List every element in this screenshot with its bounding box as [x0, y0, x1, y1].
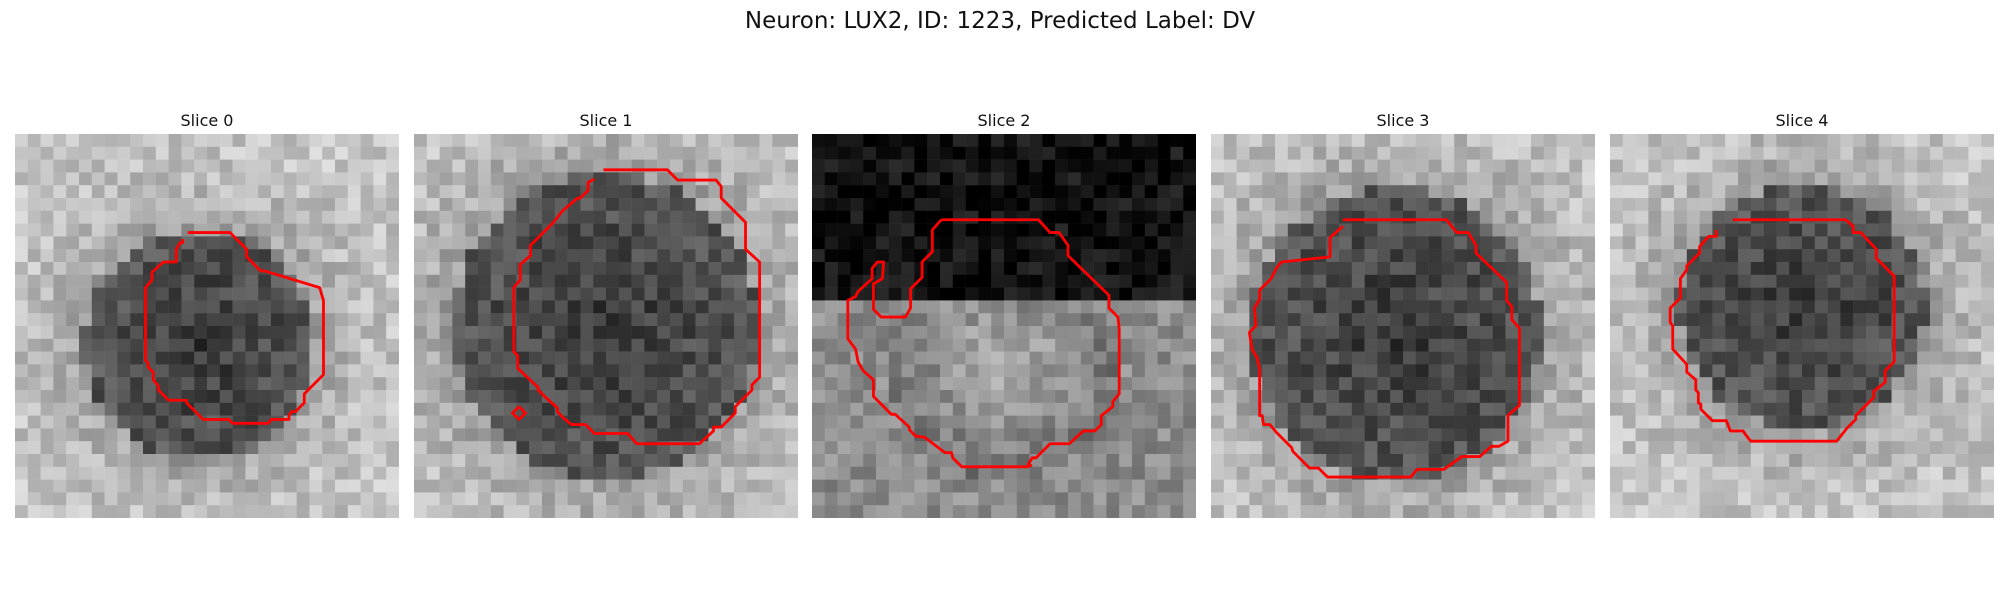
slice-title-0: Slice 0	[180, 111, 234, 130]
contour-outline-4	[1668, 218, 1896, 443]
slice-image-2	[812, 134, 1196, 518]
slice-title-4: Slice 4	[1775, 111, 1829, 130]
contour-outline-2	[846, 218, 1121, 469]
slice-image-3	[1211, 134, 1595, 518]
slice-image-1	[414, 134, 798, 518]
contour-outline-3	[1247, 218, 1521, 479]
slice-panel-0: Slice 0	[15, 110, 399, 518]
contour-outline-0	[144, 231, 325, 425]
slice-title-1: Slice 1	[579, 111, 633, 130]
slice-image-4	[1610, 134, 1994, 518]
slice-panel-1: Slice 1	[414, 110, 798, 518]
figure-title: Neuron: LUX2, ID: 1223, Predicted Label:…	[744, 8, 1256, 34]
slice-image-0	[15, 134, 399, 518]
slice-panel-2: Slice 2	[812, 110, 1196, 518]
slice-title-2: Slice 2	[977, 111, 1031, 130]
slice-panel-3: Slice 3	[1211, 110, 1595, 518]
slice-panel-4: Slice 4	[1610, 110, 1994, 518]
contour-outline-1	[512, 168, 762, 446]
slice-title-3: Slice 3	[1376, 111, 1430, 130]
